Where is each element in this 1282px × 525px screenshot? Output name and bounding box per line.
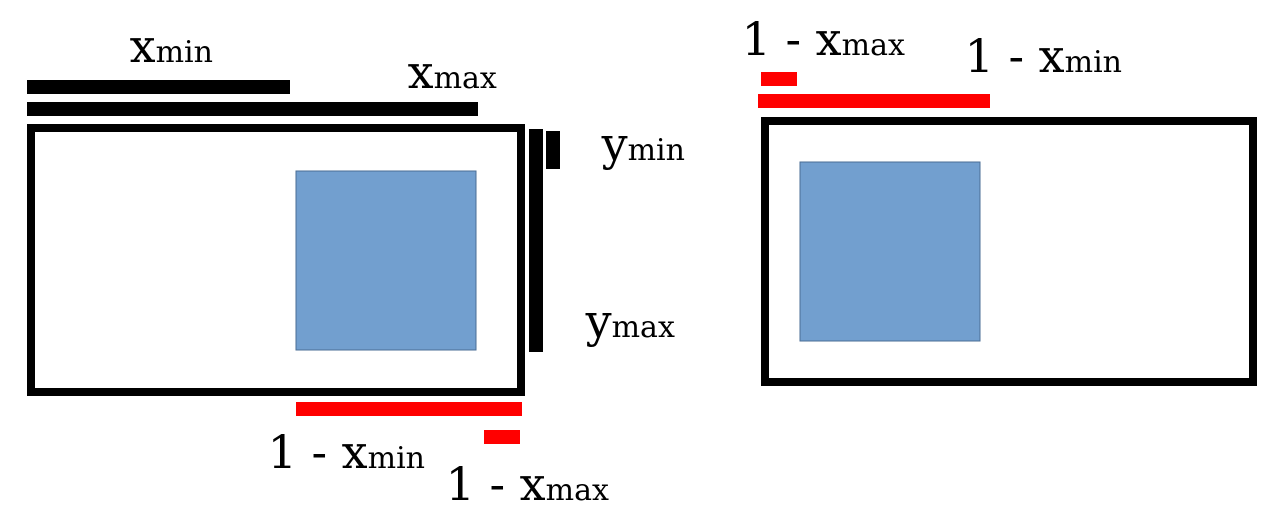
xmin-bar xyxy=(27,80,290,94)
left-image-frame xyxy=(27,124,525,396)
xmax-bar xyxy=(27,102,478,116)
right-one-minus-xmin-label: 1 - xmin xyxy=(929,29,1147,83)
right-bounding-box xyxy=(799,161,981,342)
xmin-label: xmin xyxy=(94,19,238,73)
right-panel: 1 - xmax 1 - xmin xyxy=(706,12,1257,386)
ymax-label: ymax xyxy=(550,294,700,348)
right-image-frame xyxy=(761,117,1257,386)
left-bounding-box xyxy=(295,170,477,351)
ymin-label: ymin xyxy=(566,117,710,171)
right-one-minus-xmin-bar xyxy=(758,94,990,108)
left-panel: xmin xmax ymin ymax 1 - xmin 1 - xmax xyxy=(27,19,710,511)
one-minus-xmax-label: 1 - xmax xyxy=(410,457,634,511)
right-one-minus-xmax-bar xyxy=(761,72,797,86)
ymax-bar xyxy=(529,129,543,352)
ymin-bar xyxy=(546,131,560,169)
right-one-minus-xmax-label: 1 - xmax xyxy=(706,12,930,66)
one-minus-xmin-bar xyxy=(296,402,522,416)
one-minus-xmax-bar xyxy=(484,430,520,444)
one-minus-xmin-label: 1 - xmin xyxy=(232,425,450,479)
xmax-label: xmax xyxy=(372,45,522,99)
